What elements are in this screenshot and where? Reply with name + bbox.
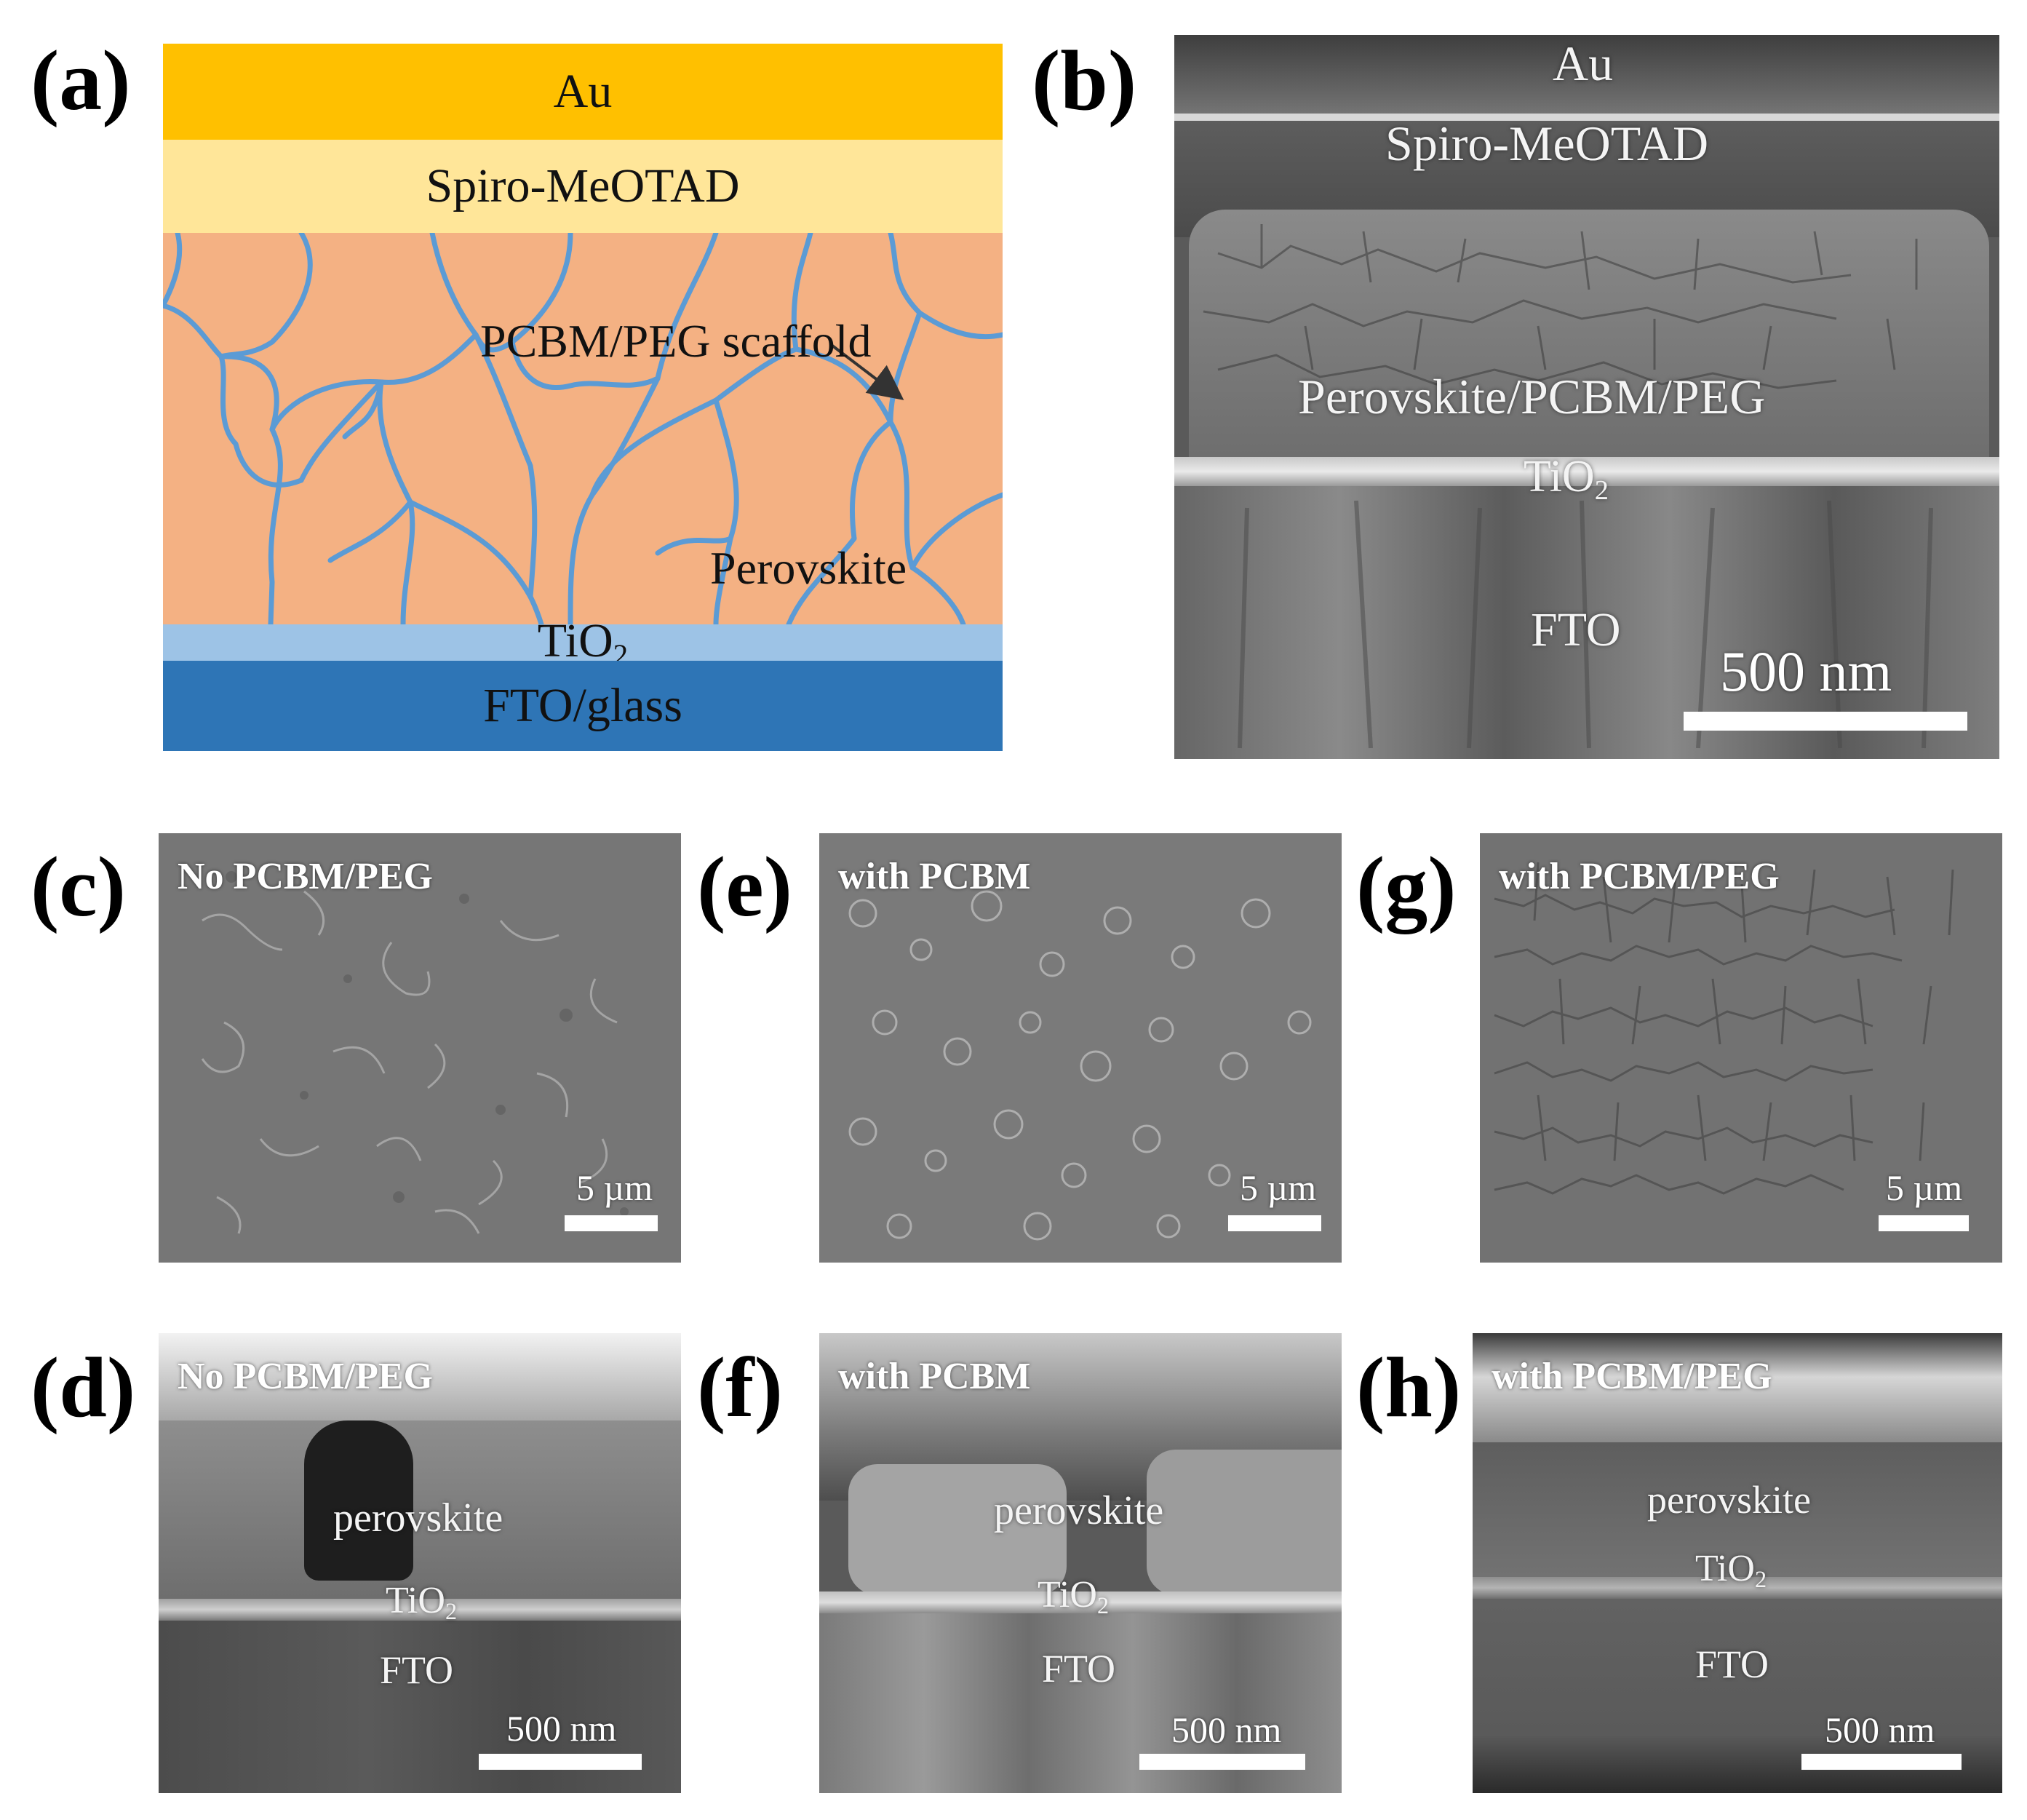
f-fto-label: FTO [1042, 1647, 1116, 1690]
e-scale-text: 5 µm [1240, 1167, 1317, 1208]
sem-image-d: No PCBM/PEG perovskite TiO2 FTO 500 nm [159, 1333, 681, 1793]
e-scale-bar [1228, 1215, 1321, 1231]
h-tag: with PCBM/PEG [1492, 1356, 1772, 1397]
spiro-layer-label: Spiro-MeOTAD [426, 159, 740, 212]
c-tag: No PCBM/PEG [178, 856, 433, 897]
h-scale-bar [1801, 1754, 1962, 1770]
h-perovskite-label: perovskite [1647, 1478, 1811, 1522]
panel-letter-a: (a) [31, 33, 131, 128]
d-perovskite-label: perovskite [333, 1495, 503, 1541]
d-fto-label: FTO [380, 1648, 454, 1692]
f-scale-text: 500 nm [1171, 1709, 1282, 1750]
sem-image-g: with PCBM/PEG 5 µm [1480, 833, 2002, 1263]
b-scale-text: 500 nm [1720, 640, 1892, 703]
panel-letter-f: (f) [697, 1340, 783, 1435]
sem-image-h: with PCBM/PEG perovskite TiO2 FTO 500 nm [1473, 1333, 2002, 1793]
device-schematic: Au Spiro-MeOTAD [163, 44, 1003, 751]
panel-letter-c: (c) [31, 839, 126, 934]
tio2-layer: TiO2 [163, 614, 1003, 671]
scaffold-label: PCBM/PEG scaffold [480, 315, 872, 367]
fto-layer-label: FTO/glass [483, 679, 682, 732]
au-layer: Au [163, 44, 1003, 140]
perovskite-label: Perovskite [710, 542, 907, 594]
b-scale-bar [1684, 712, 1967, 731]
d-scale-text: 500 nm [506, 1708, 617, 1749]
h-fto-label: FTO [1695, 1642, 1769, 1686]
b-perovskite-label: Perovskite/PCBM/PEG [1298, 369, 1766, 424]
sem-image-e: with PCBM 5 µm [819, 833, 1342, 1263]
f-tag: with PCBM [838, 1356, 1031, 1397]
d-tio2-label: TiO2 [386, 1580, 458, 1625]
panel-letter-h: (h) [1356, 1340, 1462, 1435]
g-scale-text: 5 µm [1886, 1167, 1963, 1208]
d-scale-bar [479, 1754, 642, 1770]
sem-image-b: Au Spiro-MeOTAD Perovskite/PCBM/PEG TiO2… [1174, 35, 1999, 759]
e-tag: with PCBM [838, 856, 1031, 897]
g-tag: with PCBM/PEG [1499, 856, 1780, 897]
spiro-layer: Spiro-MeOTAD [163, 140, 1003, 233]
g-scale-bar [1879, 1215, 1969, 1231]
fto-layer: FTO/glass [163, 661, 1003, 751]
tio2-label: TiO2 [537, 613, 629, 672]
d-tag: No PCBM/PEG [178, 1356, 433, 1397]
f-scale-bar [1139, 1754, 1305, 1770]
panel-letter-b: (b) [1032, 33, 1137, 128]
scaffold-network: PCBM/PEG scaffold Perovskite [163, 233, 1003, 624]
au-layer-label: Au [553, 65, 613, 118]
panel-letter-e: (e) [697, 839, 792, 934]
c-scale-text: 5 µm [576, 1167, 653, 1208]
h-tio2-label: TiO2 [1695, 1548, 1767, 1593]
c-scale-bar [565, 1215, 658, 1231]
f-tio2-label: TiO2 [1038, 1574, 1110, 1619]
panel-letter-g: (g) [1356, 839, 1457, 934]
b-tio2-label: TiO2 [1524, 452, 1609, 506]
b-au-label: Au [1553, 36, 1614, 91]
b-fto-label: FTO [1531, 603, 1621, 656]
f-perovskite-label: perovskite [994, 1488, 1164, 1533]
h-scale-text: 500 nm [1825, 1709, 1935, 1750]
panel-letter-d: (d) [31, 1340, 136, 1435]
sem-image-f: with PCBM perovskite TiO2 FTO 500 nm [819, 1333, 1342, 1793]
b-spiro-label: Spiro-MeOTAD [1385, 116, 1709, 171]
sem-image-c: No PCBM/PEG 5 µm [159, 833, 681, 1263]
